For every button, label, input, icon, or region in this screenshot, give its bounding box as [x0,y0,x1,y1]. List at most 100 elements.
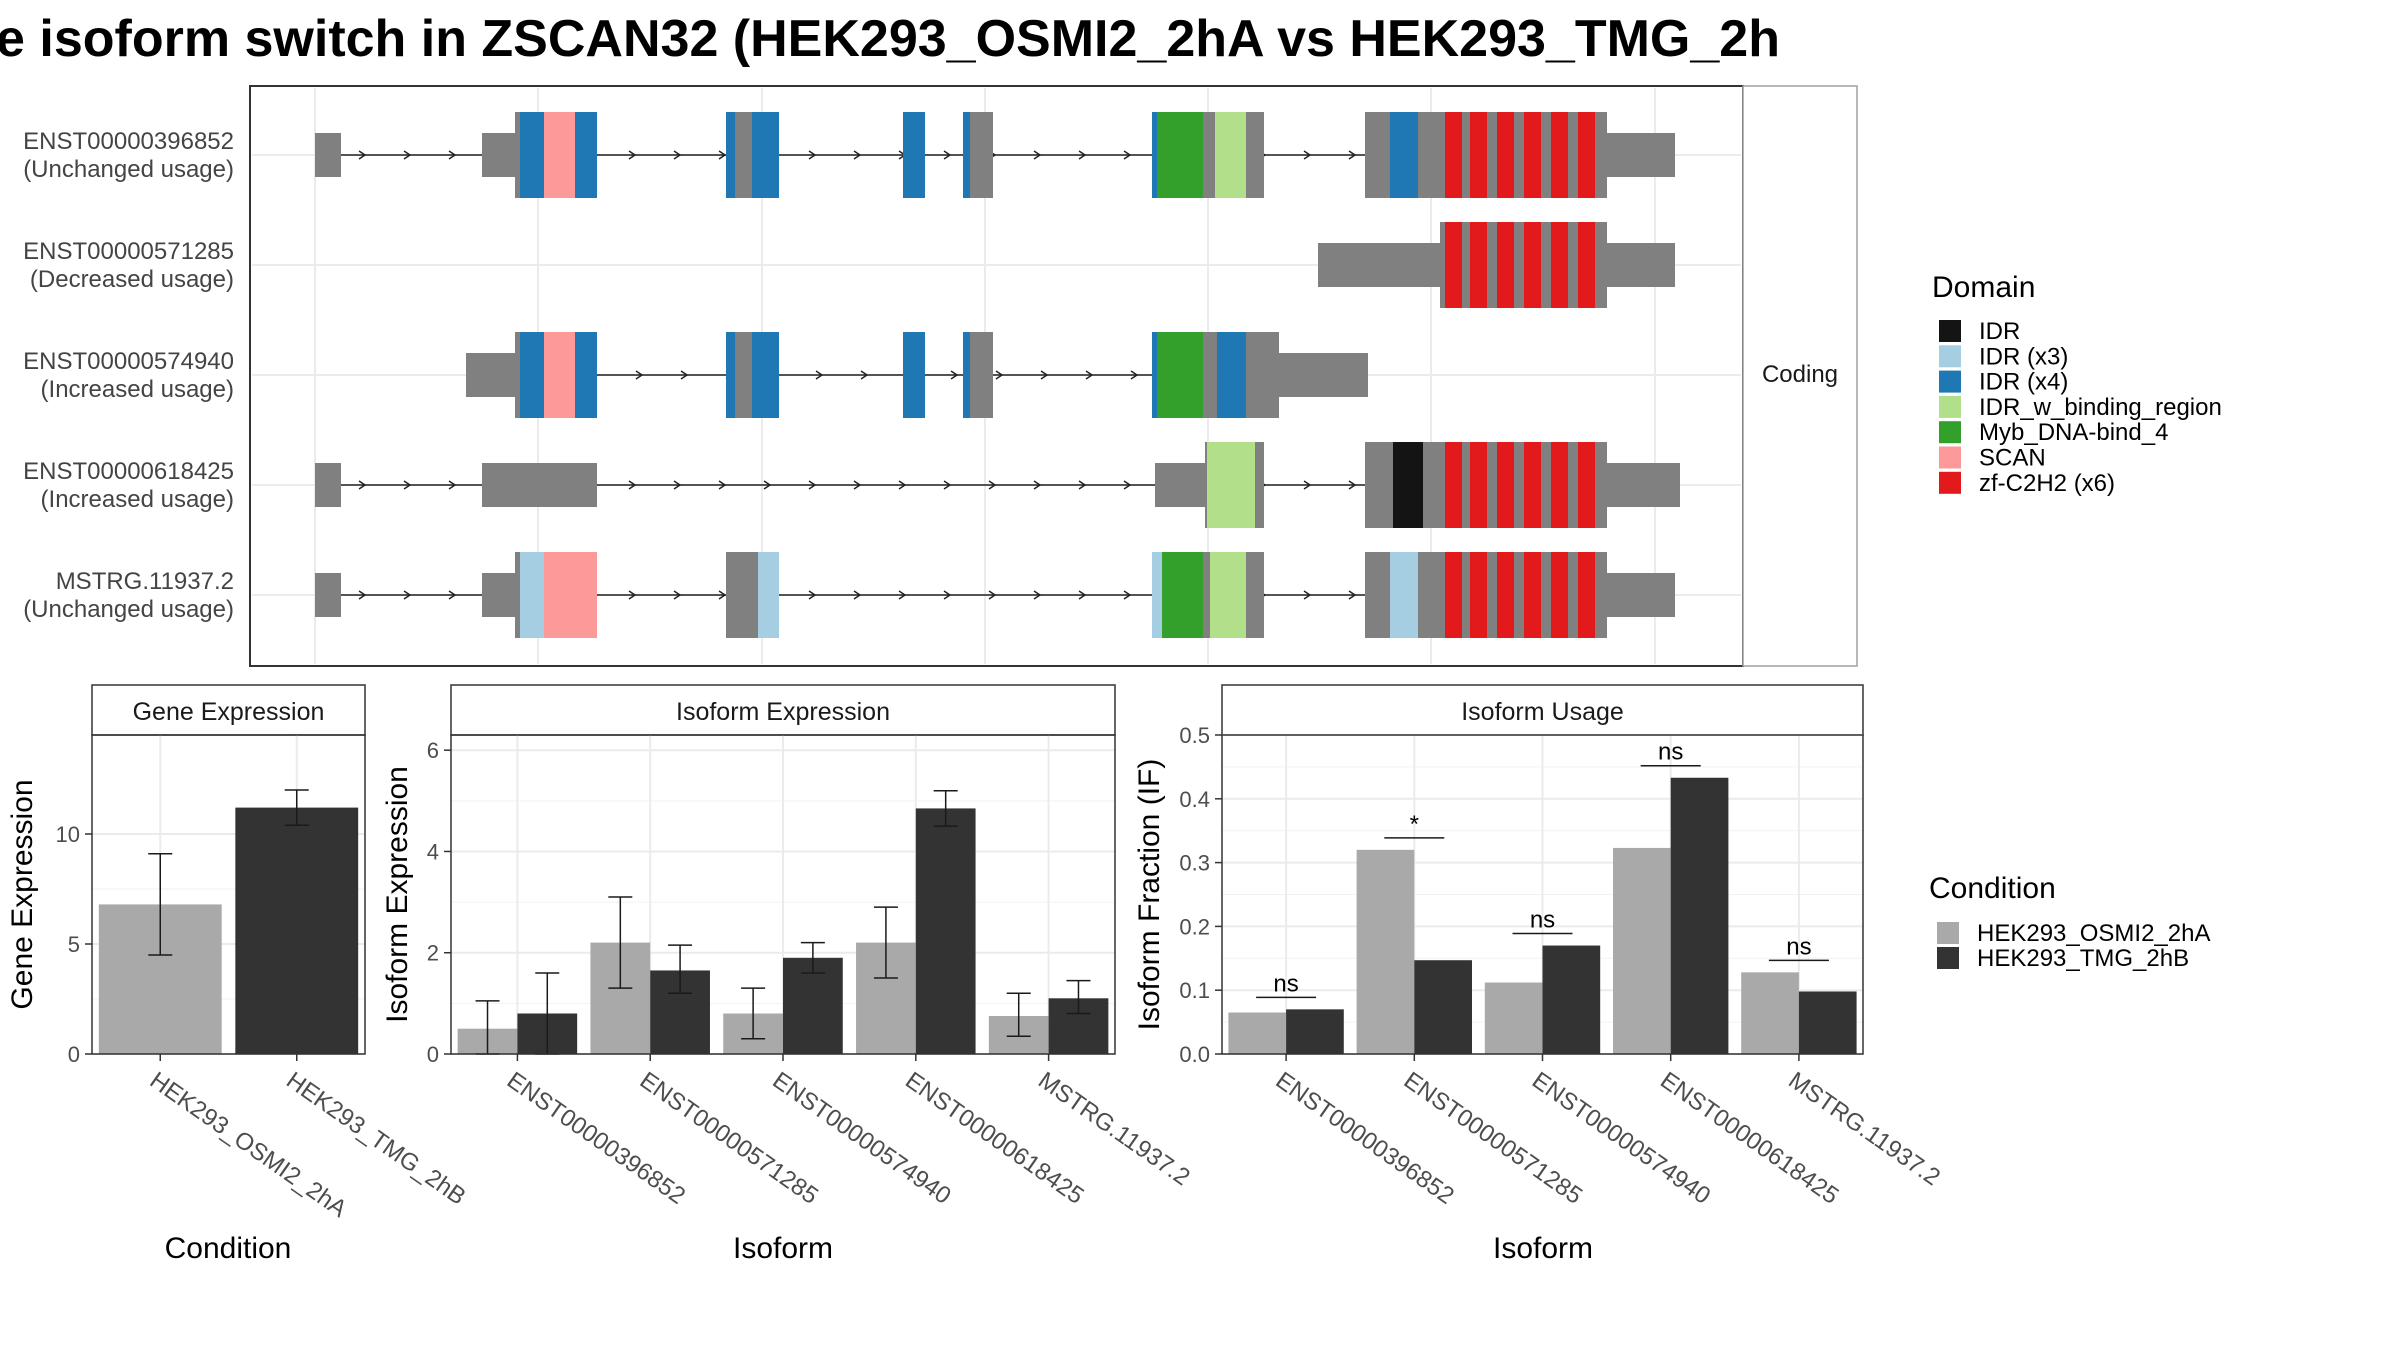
legend-domain-label: IDR_w_binding_region [1979,394,2222,421]
domain-segment [1470,222,1487,308]
utr-exon [315,463,341,507]
isoform-usage-label: (Decreased usage) [30,266,234,293]
intron-direction-arrow [898,480,907,490]
isoform-usage-label: (Unchanged usage) [23,156,234,183]
y-tick-label: 0.0 [1179,1042,1210,1067]
y-axis-title: Gene Expression [6,779,39,1009]
domain-segment [520,332,544,418]
intron-direction-arrow [950,370,959,380]
intron-direction-arrow [635,370,644,380]
isoform-usage-label: (Increased usage) [41,486,234,513]
intron-direction-arrow [358,150,367,160]
domain-segment [1551,112,1568,198]
panel-strip [1221,684,1864,736]
bar [1286,1009,1344,1054]
domain-segment [1578,442,1595,528]
domain-segment [1215,112,1246,198]
structure-panel: Coding ENST00000396852(Unchanged usage)E… [23,85,1858,667]
bar [1228,1012,1287,1054]
transcript-track-3 [466,332,1368,418]
structure-isoform-labels: ENST00000396852(Unchanged usage)ENST0000… [23,128,234,623]
legend-domain-swatch [1939,320,1961,342]
intron-direction-arrow [1348,150,1357,160]
figure-title: e isoform switch in ZSCAN32 (HEK293_OSMI… [0,10,1780,68]
intron-direction-arrow [808,590,817,600]
bar [783,957,843,1054]
intron-direction-arrow [1123,480,1132,490]
intron-direction-arrow [718,590,727,600]
isoform-usage-chart: Isoform Usage 0.0 0.1 0.2 0.3 0.4 0.5 ns * ns ns ns… [1133,684,1945,1265]
domain-segment [1524,222,1541,308]
domain-segment [1445,552,1462,638]
bar [1484,982,1543,1054]
transcript-track-4 [315,442,1680,528]
intron-direction-arrow [718,480,727,490]
x-axis-title: Isoform [733,1232,833,1265]
intron-direction-arrow [673,590,682,600]
bar [1356,849,1415,1054]
domain-segment [1152,332,1157,418]
legend-domain-swatch [1939,446,1961,469]
intron-direction-arrow [995,370,1004,380]
intron-direction-arrow [1130,370,1139,380]
y-tick-label: 5 [68,932,80,957]
domain-segment [1470,552,1487,638]
intron-direction-arrow [853,590,862,600]
intron-direction-arrow [1123,590,1132,600]
domain-segment [1152,552,1162,638]
significance-label: ns [1530,907,1555,934]
legend-domain-title: Domain [1932,271,2035,304]
intron-direction-arrow [628,150,637,160]
utr-exon [482,133,515,177]
bar [235,807,359,1054]
utr-exon [1607,243,1675,287]
intron-direction-arrow [448,590,457,600]
domain-segment [1524,552,1541,638]
domain-segment [963,332,970,418]
utr-exon [1279,353,1368,397]
intron-direction-arrow [680,370,689,380]
intron-direction-arrow [1033,480,1042,490]
utr-exon [1607,133,1675,177]
isoform-expression-chart: Isoform Expression0246ENST00000396852ENS… [381,684,1195,1265]
domain-segment [1393,442,1423,528]
intron-direction-arrow [943,480,952,490]
domain-segment [1497,222,1514,308]
domain-segment [1390,552,1418,638]
intron-direction-arrow [1078,480,1087,490]
intron-direction-arrow [403,590,412,600]
significance-label: ns [1786,933,1811,960]
y-tick-label: 6 [427,738,439,763]
bar [1798,991,1857,1054]
x-axis-title: Isoform [1493,1232,1593,1265]
isoform-id-label: MSTRG.11937.2 [56,568,234,595]
domain-segment [1551,442,1568,528]
domain-segment [575,332,597,418]
significance-label: ns [1658,739,1683,766]
intron-direction-arrow [860,370,869,380]
domain-segment [1207,442,1255,528]
domain-segment [544,332,575,418]
legend-domain-swatch [1939,421,1961,444]
domain-segment [1445,442,1462,528]
domain-segment [963,112,970,198]
intron-direction-arrow [403,480,412,490]
utr-exon [1155,463,1205,507]
intron-direction-arrow [1078,150,1087,160]
isoform-usage-label: (Increased usage) [41,376,234,403]
y-tick-label: 4 [427,839,439,864]
domain-segment [1445,112,1462,198]
intron-direction-arrow [628,590,637,600]
structure-strip-label: Coding [1762,361,1838,388]
intron-direction-arrow [1303,590,1312,600]
legend-domain-label: zf-C2H2 (x6) [1979,470,2115,497]
utr-exon [482,463,597,507]
intron-direction-arrow [1078,590,1087,600]
domain-segment [520,112,544,198]
domain-segment [1217,332,1246,418]
intron-direction-arrow [448,150,457,160]
intron-direction-arrow [988,590,997,600]
y-axis-title: Isoform Fraction (IF) [1133,759,1166,1031]
